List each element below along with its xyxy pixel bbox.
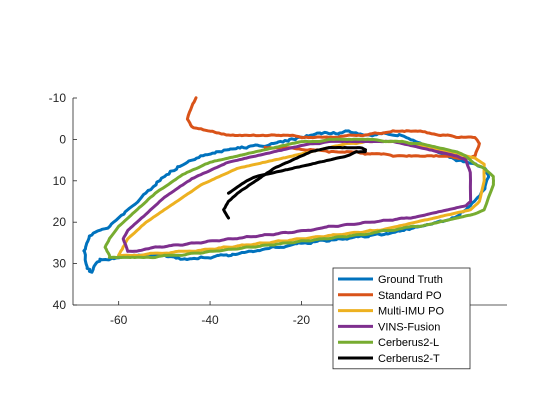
legend-label: Multi-IMU PO	[378, 306, 444, 318]
legend-label: Cerberus2-L	[378, 337, 439, 349]
x-tick-label: -60	[110, 313, 128, 327]
series-line-multi-imu-po	[117, 139, 486, 257]
series-line-cerberus2-l	[103, 137, 495, 260]
legend-label: VINS-Fusion	[378, 321, 440, 333]
legend-label: Standard PO	[378, 290, 442, 302]
ticks-layer: -60 -40 -20 -10 0 10 20 30 40	[49, 91, 311, 327]
legend: Ground Truth Standard PO Multi-IMU PO VINS-…	[332, 267, 471, 370]
legend-label: Cerberus2-T	[378, 353, 440, 365]
x-tick-label: -20	[293, 313, 311, 327]
legend-label: Ground Truth	[378, 274, 443, 286]
series-layer	[82, 96, 495, 274]
y-tick-label: 10	[53, 174, 67, 188]
y-tick-label: -10	[49, 91, 67, 105]
y-tick-label: 30	[53, 257, 67, 271]
series-line-vins-fusion	[121, 139, 473, 253]
series-line-ground-truth	[82, 129, 491, 274]
y-tick-label: 20	[53, 215, 67, 229]
legend-box	[332, 267, 471, 370]
x-tick-label: -40	[201, 313, 219, 327]
y-tick-label: 40	[53, 298, 67, 312]
series-line-cerberus2-t	[222, 146, 367, 220]
y-tick-label: 0	[59, 132, 66, 146]
